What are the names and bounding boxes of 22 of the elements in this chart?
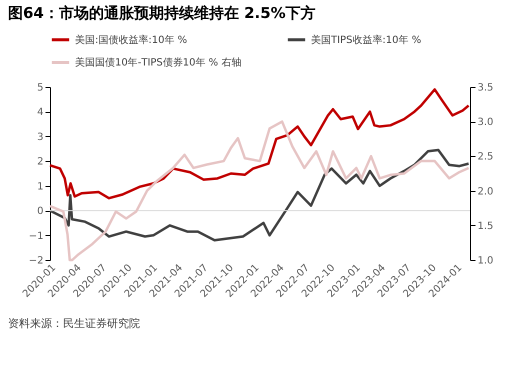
line-series: [48, 88, 470, 200]
y-tick-label: 4: [37, 107, 44, 118]
line-series: [48, 120, 470, 262]
legend-label: 美国国债10年-TIPS债券10年 % 右轴: [75, 56, 242, 68]
legend-label: 美国:国债收益率:10年 %: [75, 34, 188, 46]
line-series: [48, 148, 470, 242]
y2-tick-label: 2.5: [478, 152, 494, 163]
y-tick-label: 3: [37, 132, 44, 143]
y-tick-label: −2: [28, 256, 44, 266]
y2-tick-label: 3.0: [478, 117, 494, 128]
y-tick-label: 2: [37, 156, 44, 168]
y2-tick-label: 1.0: [478, 256, 494, 266]
y2-tick-label: 2.0: [478, 186, 494, 198]
chart-title: 图64：市场的通胀预期持续维持在 2.5%下方: [8, 4, 316, 22]
y2-tick-label: 1.5: [478, 220, 494, 232]
legend-label: 美国TIPS收益率:10年 %: [311, 34, 422, 46]
y-tick-label: −1: [28, 230, 44, 242]
y-tick-label: 1: [37, 181, 44, 192]
y2-tick-label: 3.5: [478, 82, 494, 94]
y-tick-label: 0: [37, 206, 44, 218]
y-tick-label: 5: [37, 82, 44, 94]
text: 资料来源：民生证券研究院: [8, 317, 140, 330]
